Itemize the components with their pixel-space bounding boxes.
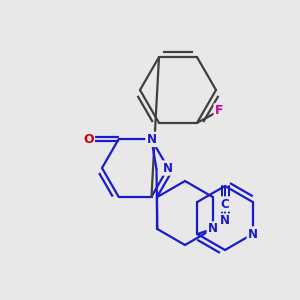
- Text: O: O: [83, 133, 94, 146]
- Text: C: C: [220, 197, 230, 211]
- Text: N: N: [248, 227, 258, 241]
- Text: N: N: [163, 161, 173, 175]
- Text: F: F: [215, 104, 223, 117]
- Text: N: N: [208, 223, 218, 236]
- Text: N: N: [146, 133, 157, 146]
- Text: N: N: [220, 214, 230, 227]
